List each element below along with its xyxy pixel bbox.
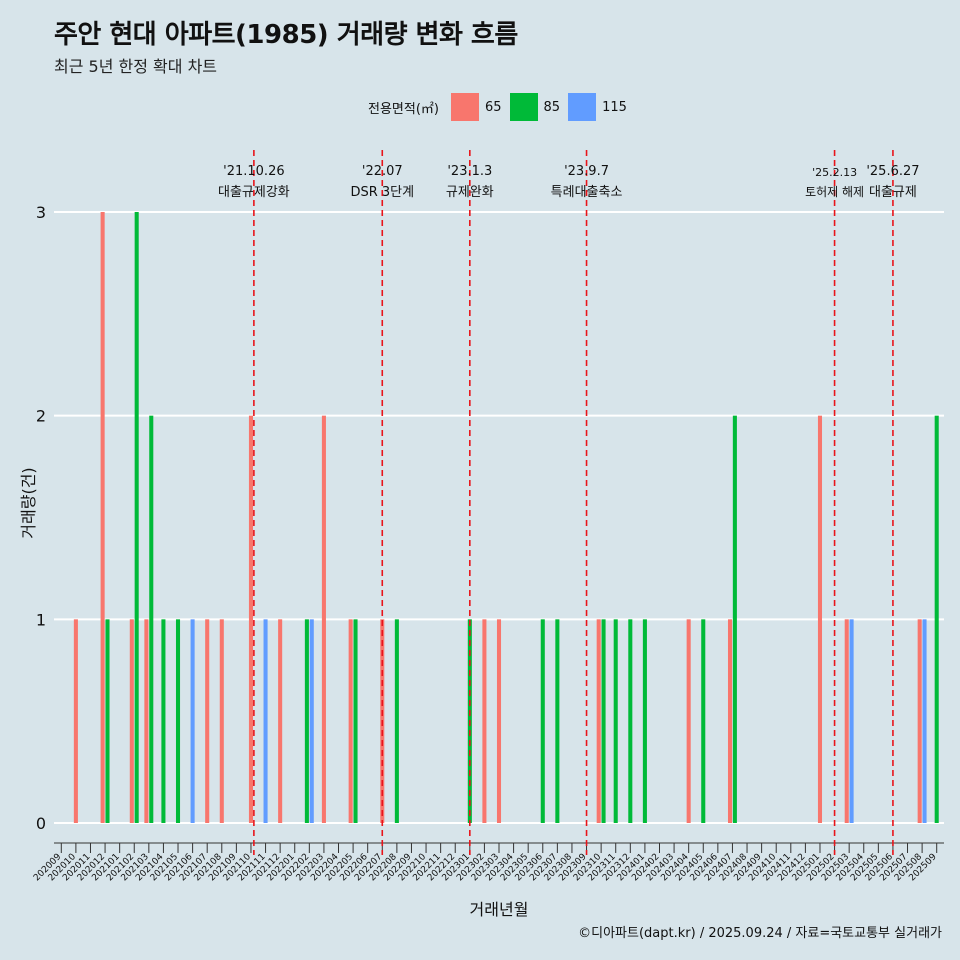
bar-202012-85 — [105, 619, 110, 823]
bar-202103-85 — [149, 415, 154, 823]
bar-202306-85 — [540, 619, 545, 823]
chart-title: 주안 현대 아파트(1985) 거래량 변화 흐름 — [54, 20, 518, 50]
bar-202105-85 — [175, 619, 181, 823]
bar-202205-85 — [353, 619, 358, 823]
legend-swatch-65 — [450, 93, 479, 121]
x-axis-title: 거래년월 — [470, 900, 529, 919]
event-name-label: DSR 3단계 — [350, 185, 414, 200]
bar-202312-85 — [628, 619, 633, 823]
chart-subtitle: 최근 5년 한정 확대 차트 — [54, 57, 218, 76]
event-name-label: 토허제 해제 — [805, 185, 864, 199]
bar-202103-65 — [144, 619, 149, 823]
event-date-label: '23.9.7 — [564, 164, 609, 179]
event-name-label: 특례대출축소 — [551, 185, 623, 200]
y-tick-label: 1 — [36, 610, 46, 629]
bar-202010-65 — [73, 619, 78, 823]
bar-202310-65 — [596, 619, 601, 823]
bar-202501-65 — [817, 415, 823, 823]
legend-swatch-85 — [509, 93, 538, 121]
event-date-label: '25.6.27 — [866, 164, 919, 179]
bar-202111-115 — [263, 619, 268, 823]
bar-202302-65 — [482, 619, 487, 823]
bar-202102-65 — [129, 619, 134, 823]
bar-202509-85 — [934, 415, 939, 823]
bar-202107-65 — [205, 619, 210, 823]
bar-202106-115 — [190, 619, 195, 823]
bar-202104-85 — [161, 619, 166, 823]
bar-202404-65 — [686, 619, 691, 823]
bar-202110-65 — [248, 415, 253, 823]
bar-202307-85 — [555, 619, 560, 823]
event-name-label: 규제완화 — [446, 185, 494, 200]
legend-label-85: 85 — [543, 99, 561, 115]
bar-202208-85 — [394, 619, 399, 823]
event-date-label: '25.2.13 — [812, 166, 857, 179]
bar-202311-85 — [613, 619, 618, 823]
legend-label-115: 115 — [602, 99, 627, 115]
bar-202405-85 — [701, 619, 706, 823]
bar-202102-85 — [134, 212, 139, 823]
y-tick-label: 3 — [36, 203, 46, 222]
bar-202202-85 — [304, 619, 309, 823]
legend: 전용면적(㎡) 65 85 115 — [368, 93, 635, 121]
bar-202012-65 — [100, 212, 105, 823]
legend-item-115: 115 — [568, 93, 627, 121]
bar-202407-85 — [732, 415, 737, 823]
bar-202112-65 — [278, 619, 283, 823]
bar-202108-65 — [219, 619, 224, 823]
legend-label-65: 65 — [484, 99, 502, 115]
source-caption: ©디아파트(dapt.kr) / 2025.09.24 / 자료=국토교통부 실… — [578, 926, 942, 941]
bar-202508-115 — [922, 619, 927, 823]
legend-item-65: 65 — [450, 93, 502, 121]
bar-202202-115 — [309, 619, 314, 823]
event-date-label: '23.1.3 — [447, 164, 492, 179]
event-name-label: 대출규제강화 — [218, 185, 290, 200]
legend-swatch-115 — [568, 93, 597, 121]
event-name-label: 대출규제 — [869, 185, 917, 200]
bar-202503-65 — [844, 619, 849, 823]
bar-202205-65 — [348, 619, 353, 823]
y-axis-title: 거래량(건) — [19, 467, 38, 538]
bar-202203-65 — [321, 415, 326, 823]
bar-202401-85 — [642, 619, 647, 823]
legend-item-85: 85 — [509, 93, 561, 121]
bar-202503-115 — [849, 619, 854, 823]
y-tick-label: 2 — [36, 407, 46, 426]
event-date-label: '22.07 — [362, 164, 403, 179]
event-date-label: '21.10.26 — [223, 164, 284, 179]
y-tick-label: 0 — [36, 814, 46, 833]
bar-202303-65 — [496, 619, 502, 823]
bar-202508-65 — [917, 619, 922, 823]
legend-title: 전용면적(㎡) — [368, 101, 439, 117]
bar-202407-65 — [727, 619, 733, 823]
bar-202310-85 — [601, 619, 606, 823]
